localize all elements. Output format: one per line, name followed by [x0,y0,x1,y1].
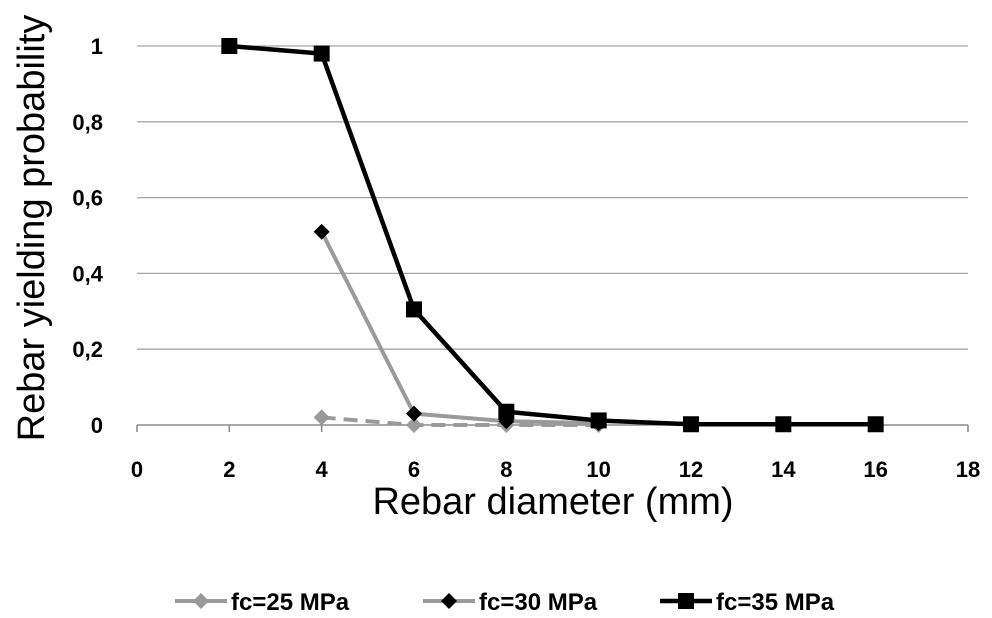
legend-label: fc=35 MPa [716,589,835,616]
data-point [406,417,422,433]
y-axis-title: Rebar yielding probability [11,15,53,442]
data-point [193,593,209,609]
x-axis-title: Rebar diameter (mm) [372,481,733,523]
legend-item: fc=25 MPa [175,589,350,616]
series-line [221,38,884,433]
series-path [229,43,876,427]
data-point [313,45,330,62]
x-tick-label: 2 [223,457,235,482]
y-tick-label: 0,2 [72,337,103,362]
x-tick-label: 16 [863,457,887,482]
x-tick-label: 14 [771,457,796,482]
x-tick-label: 8 [500,457,512,482]
series-line [313,223,607,432]
legend-item: fc=30 MPa [423,589,598,616]
x-tick-label: 4 [316,457,329,482]
data-point [775,416,792,433]
x-tick-label: 10 [586,457,610,482]
y-tick-label: 0,6 [72,186,103,211]
x-tick-label: 6 [408,457,420,482]
grid [137,45,968,350]
data-point [221,38,238,54]
data-point [678,593,694,609]
series [221,38,884,433]
legend-item: fc=35 MPa [660,589,835,616]
y-tick-label: 0,8 [72,110,103,135]
y-tick-labels: 0 0,2 0,4 0,6 0,8 1 [72,34,103,438]
data-point [406,405,422,422]
data-point [498,403,515,420]
x-tick-label: 18 [956,457,980,482]
y-tick-label: 1 [91,34,103,59]
legend-label: fc=25 MPa [231,589,350,616]
data-point [313,223,330,240]
data-point [683,416,699,433]
data-point [441,593,457,609]
legend-label: fc=30 MPa [479,589,598,616]
x-tick-label: 0 [131,457,143,482]
x-tick-labels: 0 2 4 6 8 10 12 14 16 18 [131,457,980,482]
series-path [319,230,599,426]
y-tick-label: 0 [91,413,103,438]
data-point [406,301,422,318]
series-path [321,415,599,427]
data-point [313,409,330,426]
data-point [590,412,607,429]
legend: fc=25 MPa fc=30 MPa fc=35 MPa [175,589,835,616]
x-tick-label: 12 [679,457,703,482]
data-point [867,416,884,433]
y-tick-label: 0,4 [72,261,103,286]
